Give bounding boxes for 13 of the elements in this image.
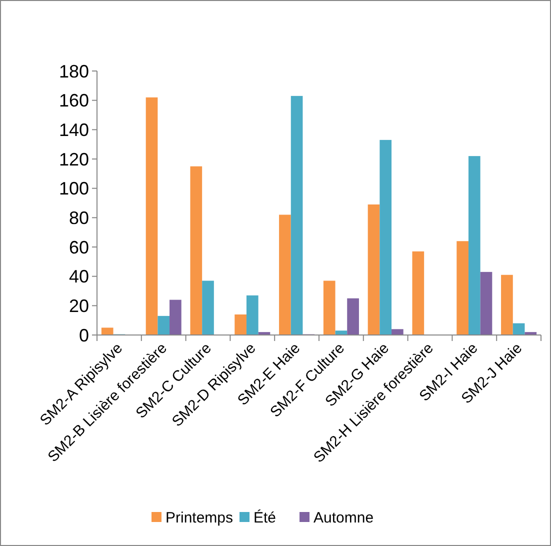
y-tick-label: 180 — [58, 61, 89, 82]
y-tick-label: 0 — [78, 325, 89, 346]
y-tick-label: 160 — [58, 90, 89, 111]
legend-label: Printemps — [166, 509, 234, 526]
legend-label: Automne — [314, 509, 374, 526]
y-tick-label: 20 — [68, 296, 89, 316]
legend-label: Été — [254, 508, 276, 526]
y-tick-label: 40 — [68, 266, 89, 287]
y-tick-label: 120 — [58, 149, 89, 170]
y-tick-label: 80 — [68, 208, 89, 228]
y-tick-label: 100 — [58, 178, 89, 199]
y-tick-label: 140 — [58, 120, 89, 140]
y-tick-label: 60 — [68, 237, 89, 258]
